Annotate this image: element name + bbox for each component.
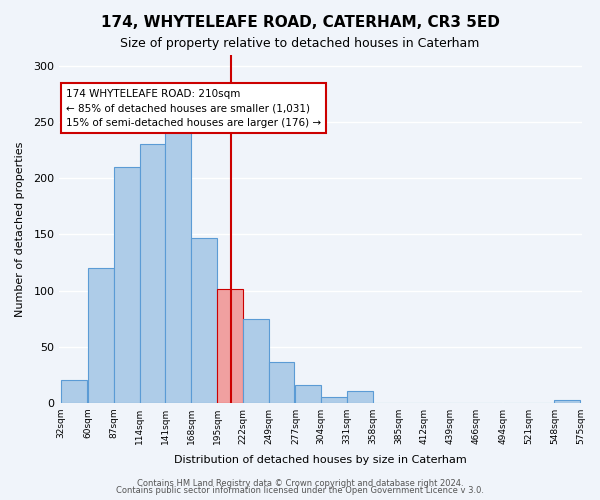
Y-axis label: Number of detached properties: Number of detached properties	[15, 141, 25, 316]
Text: Contains public sector information licensed under the Open Government Licence v : Contains public sector information licen…	[116, 486, 484, 495]
Text: Contains HM Land Registry data © Crown copyright and database right 2024.: Contains HM Land Registry data © Crown c…	[137, 478, 463, 488]
Bar	[243, 318, 269, 402]
Bar	[269, 362, 295, 403]
Text: 174 WHYTELEAFE ROAD: 210sqm
← 85% of detached houses are smaller (1,031)
15% of : 174 WHYTELEAFE ROAD: 210sqm ← 85% of det…	[66, 88, 321, 128]
Bar	[295, 384, 321, 402]
Bar	[166, 122, 191, 402]
Bar	[321, 397, 347, 402]
Bar	[140, 144, 166, 402]
Bar	[217, 290, 243, 403]
Bar	[61, 380, 87, 402]
Bar	[114, 167, 140, 402]
Text: 174, WHYTELEAFE ROAD, CATERHAM, CR3 5ED: 174, WHYTELEAFE ROAD, CATERHAM, CR3 5ED	[101, 15, 499, 30]
Bar	[88, 268, 114, 402]
Bar	[554, 400, 580, 402]
Text: Size of property relative to detached houses in Caterham: Size of property relative to detached ho…	[121, 38, 479, 51]
Bar	[347, 392, 373, 402]
Bar	[191, 238, 217, 402]
X-axis label: Distribution of detached houses by size in Caterham: Distribution of detached houses by size …	[175, 455, 467, 465]
